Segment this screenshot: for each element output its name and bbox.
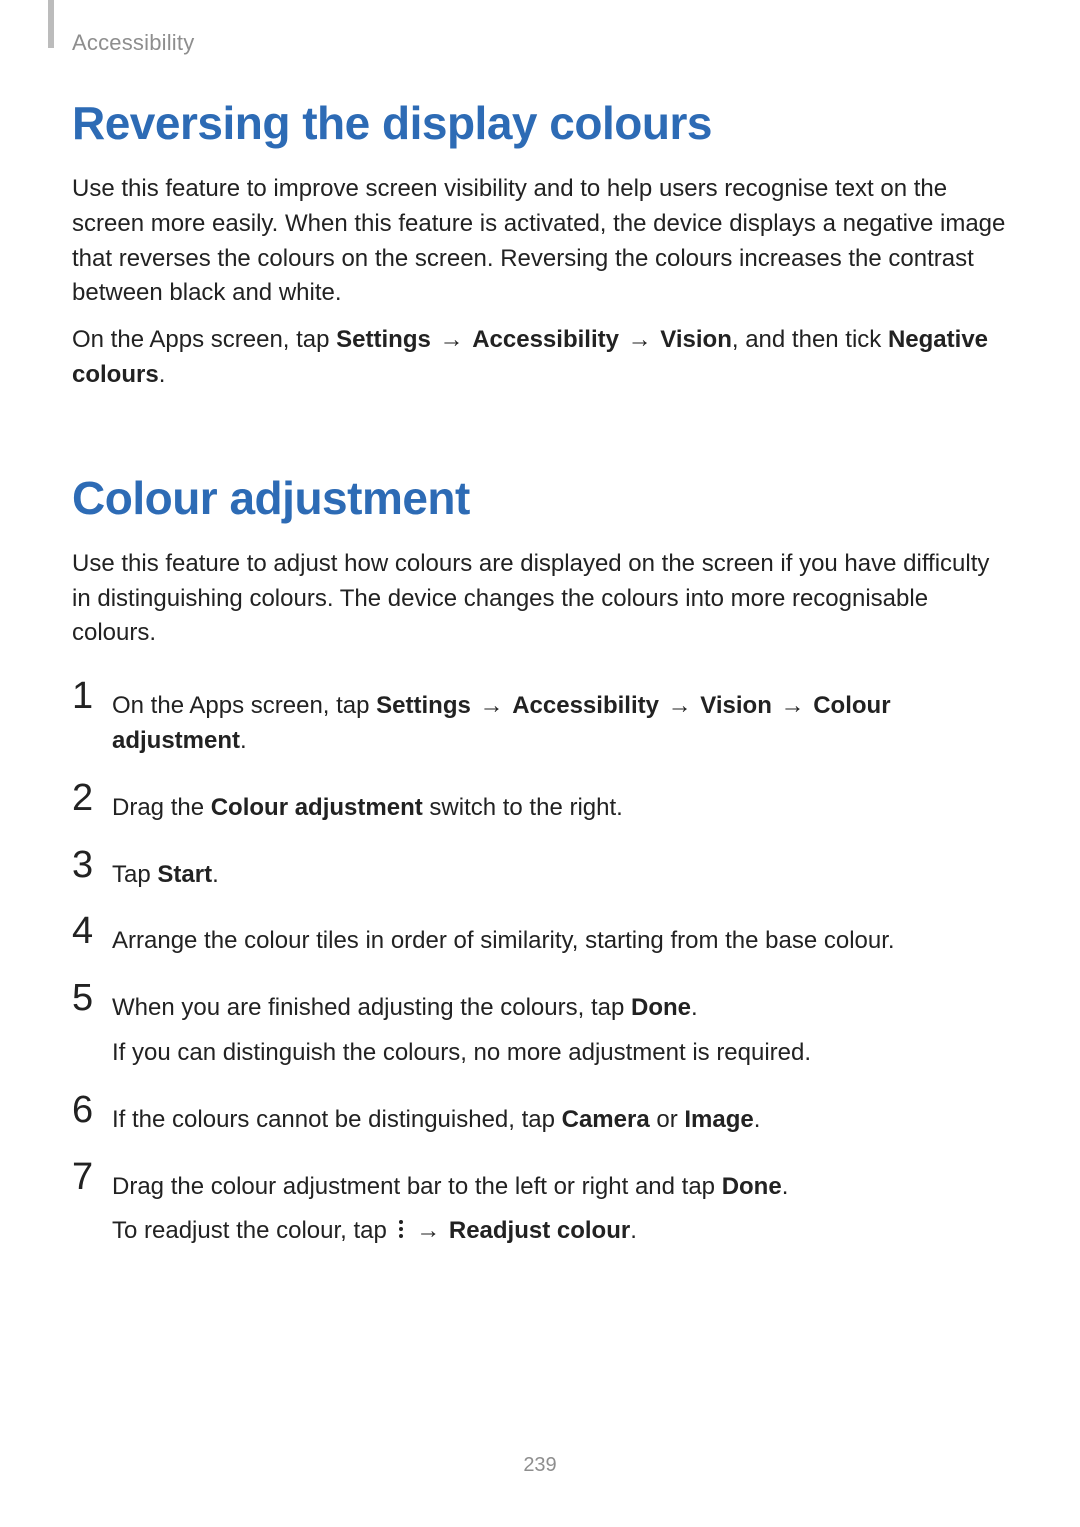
- step-text: On the Apps screen, tap Settings → Acces…: [112, 689, 1008, 759]
- text-run: .: [240, 727, 247, 754]
- text-run: On the Apps screen, tap: [72, 326, 336, 353]
- ui-label-camera: Camera: [562, 1106, 650, 1133]
- step-item: On the Apps screen, tap Settings → Acces…: [72, 675, 1008, 777]
- arrow-glyph: →: [408, 1217, 449, 1244]
- step-item: Drag the Colour adjustment switch to the…: [72, 777, 1008, 844]
- section-heading-reversing: Reversing the display colours: [72, 96, 1008, 150]
- ui-label-settings: Settings: [376, 692, 471, 719]
- arrow-glyph: →: [659, 692, 700, 719]
- arrow-glyph: →: [772, 692, 813, 719]
- text-run: or: [650, 1106, 685, 1133]
- ui-label-settings: Settings: [336, 326, 431, 353]
- step-item: Arrange the colour tiles in order of sim…: [72, 910, 1008, 977]
- text-run: When you are finished adjusting the colo…: [112, 994, 631, 1021]
- ui-label-done: Done: [631, 994, 691, 1021]
- step-text: Arrange the colour tiles in order of sim…: [112, 924, 1008, 959]
- text-run: Drag the colour adjustment bar to the le…: [112, 1173, 722, 1200]
- text-run: Drag the: [112, 794, 211, 821]
- body-paragraph: Use this feature to improve screen visib…: [72, 172, 1008, 311]
- ui-label-done: Done: [722, 1173, 782, 1200]
- arrow-glyph: →: [431, 326, 472, 353]
- margin-mark: [48, 0, 54, 48]
- text-run: .: [159, 361, 166, 388]
- text-run: Tap: [112, 861, 157, 888]
- text-run: .: [782, 1173, 789, 1200]
- ui-label-vision: Vision: [660, 326, 732, 353]
- ui-label-vision: Vision: [700, 692, 772, 719]
- arrow-glyph: →: [619, 326, 660, 353]
- text-run: .: [630, 1217, 637, 1244]
- breadcrumb: Accessibility: [72, 30, 194, 56]
- step-text: Drag the Colour adjustment switch to the…: [112, 791, 1008, 826]
- more-options-icon: [396, 1218, 406, 1240]
- step-subtext: If you can distinguish the colours, no m…: [112, 1036, 1008, 1071]
- text-run: .: [212, 861, 219, 888]
- step-text: Drag the colour adjustment bar to the le…: [112, 1170, 1008, 1205]
- document-page: Accessibility Reversing the display colo…: [0, 0, 1080, 1527]
- page-number: 239: [0, 1454, 1080, 1477]
- text-run: .: [691, 994, 698, 1021]
- ui-label-accessibility: Accessibility: [472, 326, 619, 353]
- text-run: switch to the right.: [423, 794, 623, 821]
- text-run: , and then tick: [732, 326, 888, 353]
- ui-label-image: Image: [684, 1106, 753, 1133]
- text-run: .: [754, 1106, 761, 1133]
- step-item: Drag the colour adjustment bar to the le…: [72, 1156, 1008, 1268]
- numbered-steps: On the Apps screen, tap Settings → Acces…: [72, 675, 1008, 1267]
- step-text: When you are finished adjusting the colo…: [112, 991, 1008, 1026]
- step-item: When you are finished adjusting the colo…: [72, 977, 1008, 1089]
- ui-label-readjust-colour: Readjust colour: [449, 1217, 630, 1244]
- step-subtext: To readjust the colour, tap → Readjust c…: [112, 1214, 1008, 1249]
- text-run: If the colours cannot be distinguished, …: [112, 1106, 562, 1133]
- step-text: If the colours cannot be distinguished, …: [112, 1103, 1008, 1138]
- arrow-glyph: →: [471, 692, 512, 719]
- text-run: To readjust the colour, tap: [112, 1217, 394, 1244]
- ui-label-start: Start: [157, 861, 212, 888]
- ui-label-accessibility: Accessibility: [512, 692, 659, 719]
- page-content: Reversing the display colours Use this f…: [72, 96, 1008, 1267]
- step-item: If the colours cannot be distinguished, …: [72, 1089, 1008, 1156]
- step-item: Tap Start.: [72, 844, 1008, 911]
- step-text: Tap Start.: [112, 858, 1008, 893]
- ui-label-colour-adjustment: Colour adjustment: [211, 794, 423, 821]
- body-paragraph: Use this feature to adjust how colours a…: [72, 547, 1008, 651]
- section-heading-colour-adjustment: Colour adjustment: [72, 471, 1008, 525]
- text-run: On the Apps screen, tap: [112, 692, 376, 719]
- body-paragraph-navigation: On the Apps screen, tap Settings → Acces…: [72, 323, 1008, 393]
